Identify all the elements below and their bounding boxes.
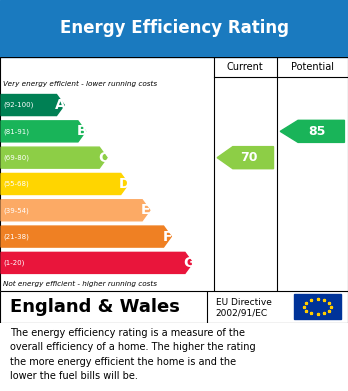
Text: Energy Efficiency Rating: Energy Efficiency Rating [60,19,288,38]
Text: B: B [77,124,87,138]
Bar [294,294,341,319]
Text: F: F [163,230,172,244]
Text: EU Directive: EU Directive [216,298,272,307]
Text: (92-100): (92-100) [3,102,34,108]
Text: G: G [183,256,195,270]
Text: (55-68): (55-68) [3,181,29,187]
Text: (81-91): (81-91) [3,128,30,135]
Text: 70: 70 [240,151,258,164]
Polygon shape [1,95,64,116]
Text: (21-38): (21-38) [3,233,29,240]
Polygon shape [280,120,345,142]
Text: Not energy efficient - higher running costs: Not energy efficient - higher running co… [3,281,158,287]
Text: 85: 85 [308,125,325,138]
Text: Potential: Potential [291,62,334,72]
Text: C: C [98,151,108,165]
Text: Current: Current [227,62,264,72]
Polygon shape [1,226,171,247]
Text: (39-54): (39-54) [3,207,29,213]
Polygon shape [1,200,150,221]
Text: Very energy efficient - lower running costs: Very energy efficient - lower running co… [3,81,158,87]
Text: The energy efficiency rating is a measure of the
overall efficiency of a home. T: The energy efficiency rating is a measur… [10,328,256,381]
Polygon shape [1,147,107,168]
Text: A: A [55,98,66,112]
Text: 2002/91/EC: 2002/91/EC [216,308,268,317]
Text: (1-20): (1-20) [3,260,25,266]
Text: England & Wales: England & Wales [10,298,180,316]
Polygon shape [1,121,86,142]
Polygon shape [1,252,193,273]
Polygon shape [217,147,274,169]
Text: D: D [119,177,130,191]
Text: (69-80): (69-80) [3,154,30,161]
Polygon shape [1,174,128,194]
Text: E: E [141,203,151,217]
